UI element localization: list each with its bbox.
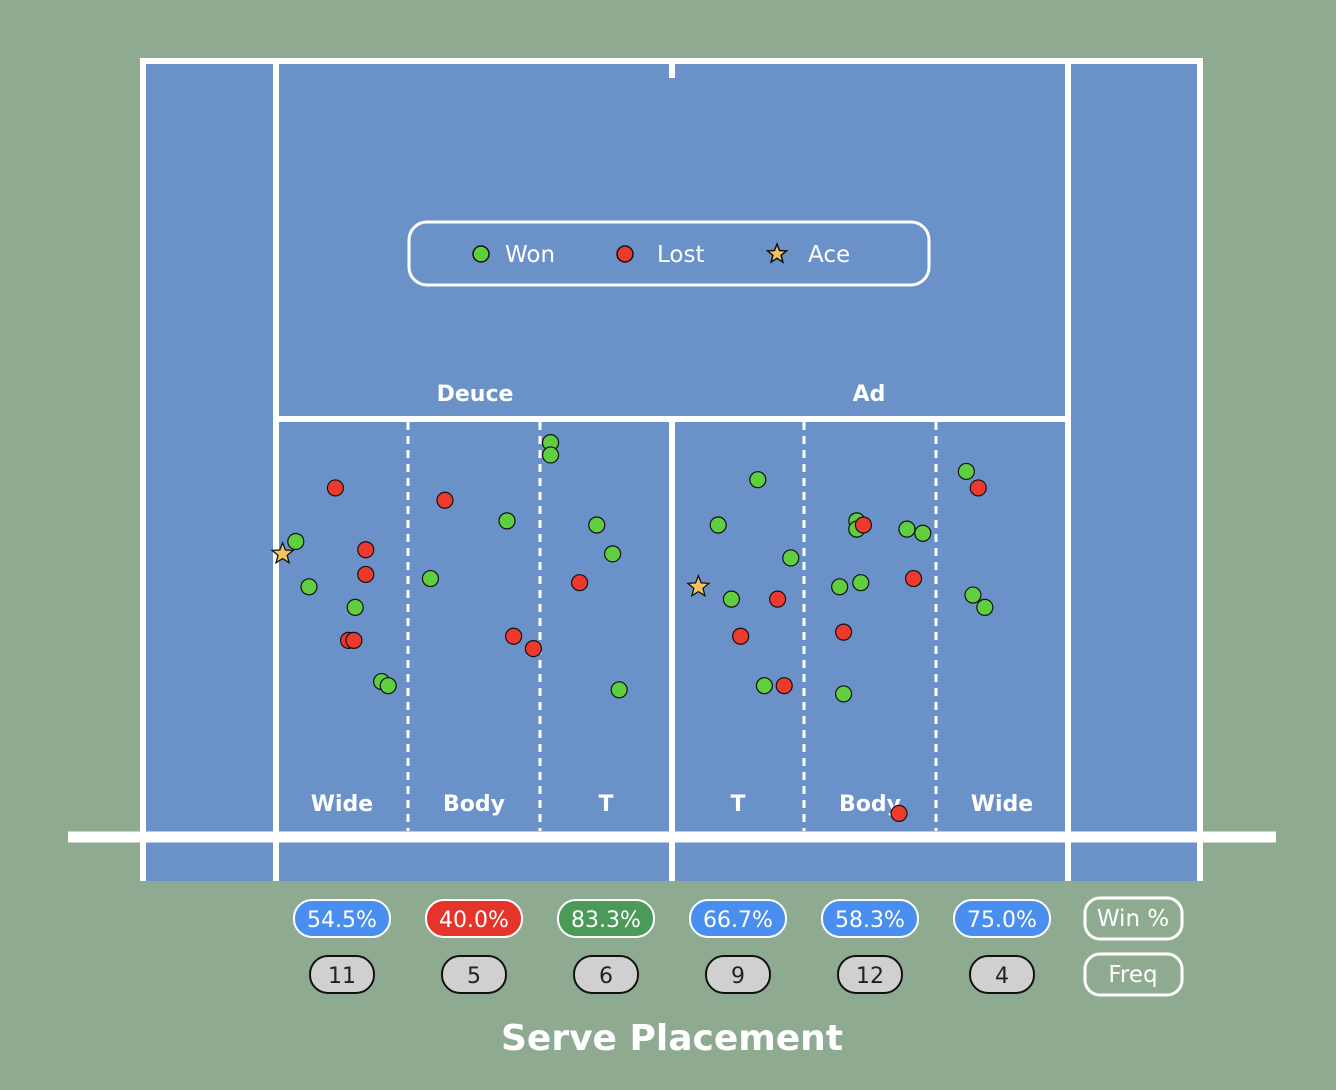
serve-points [270,434,994,823]
freq-badge [309,955,375,994]
freq-badge [837,955,903,994]
lost-point-marker [436,491,454,509]
row-labels: Win % Freq [1083,896,1184,997]
freq-value: 11 [328,964,356,989]
won-point-marker [749,471,767,489]
freq-value: 5 [467,964,481,989]
win-pct-row-label-box [1083,896,1184,941]
win-pct-value: 58.3% [835,908,905,933]
lost-point-marker [326,479,344,497]
ace-point-marker [686,574,711,598]
won-point-marker [914,524,932,542]
legend-ace-label: Ace [808,242,850,268]
zone-label: Body [443,792,505,817]
won-point-marker [957,462,975,481]
lost-point-marker [768,590,787,608]
zone-label: T [730,792,745,817]
won-point-marker [755,677,774,695]
won-point-marker [964,586,982,604]
win-pct-badge [953,899,1051,938]
won-point-marker [287,532,305,551]
freq-value: 6 [599,964,613,989]
zone-label: T [598,792,613,817]
lost-point-marker [904,569,923,588]
win-pct-badge [293,899,391,938]
win-pct-badge [821,899,919,938]
win-pct-value: 75.0% [967,908,1037,933]
lost-point-marker [345,631,363,649]
won-point-marker [782,549,800,567]
lost-point-marker [969,479,987,497]
legend-lost-marker [616,245,634,263]
freq-value: 12 [856,964,884,989]
zone-label: Wide [311,792,373,817]
won-point-marker [421,569,440,588]
win-pct-badge [689,899,787,938]
chart-title: Serve Placement [501,1018,843,1059]
lost-point-marker [524,639,543,658]
win-pct-row-label: Win % [1097,906,1169,932]
legend-won-marker [472,245,490,263]
won-point-marker [610,681,628,699]
lost-point-marker [357,565,375,584]
freq-badge [969,955,1035,994]
win-pct-value: 40.0% [439,908,509,933]
win-pct-badge [557,899,655,938]
stat-badges: 54.5% 11 40.0% 5 83.3% 6 66.7% 9 58.3% 12 75.0% 4 [293,899,1051,994]
lost-point-marker [570,574,589,592]
side-label-ad: Ad [853,382,886,407]
won-point-marker [834,685,853,703]
won-point-marker [709,516,727,534]
won-point-marker [300,578,318,596]
win-pct-badge [425,899,523,938]
won-point-marker [588,516,606,534]
freq-row-label-box [1083,952,1184,997]
lost-point-marker [732,627,750,645]
lost-point-marker [775,677,793,695]
lost-point-marker [357,541,375,559]
zone-label: Wide [971,792,1033,817]
won-point-marker [346,598,364,617]
freq-badge [573,955,639,994]
legend: Won Lost Ace [407,220,931,287]
won-point-marker [541,446,560,464]
won-point-marker [898,520,916,538]
legend-won-label: Won [505,242,555,268]
won-point-marker [831,578,849,596]
won-point-marker [722,590,741,608]
side-label-deuce: Deuce [437,382,514,407]
lost-point-marker [890,804,908,823]
won-point-marker [852,574,870,592]
won-point-marker [379,677,397,695]
win-pct-value: 54.5% [307,908,377,933]
legend-lost-label: Lost [657,242,704,268]
freq-value: 4 [995,964,1009,989]
win-pct-value: 66.7% [703,908,773,933]
freq-badge [441,955,507,994]
tennis-court [68,58,1276,881]
win-pct-value: 83.3% [571,908,641,933]
zone-labels: Wide Body T T Body Wide [311,792,1033,817]
won-point-marker [976,598,994,617]
legend-ace-marker [765,241,789,264]
legend-box [407,220,931,287]
won-point-marker [498,512,516,530]
ace-point-marker [270,541,295,565]
freq-row-label: Freq [1108,962,1157,988]
won-point-marker [603,545,622,563]
lost-point-marker [504,627,523,645]
freq-badge [705,955,771,994]
lost-point-marker [854,516,873,534]
freq-value: 9 [731,964,745,989]
lost-point-marker [834,623,853,641]
